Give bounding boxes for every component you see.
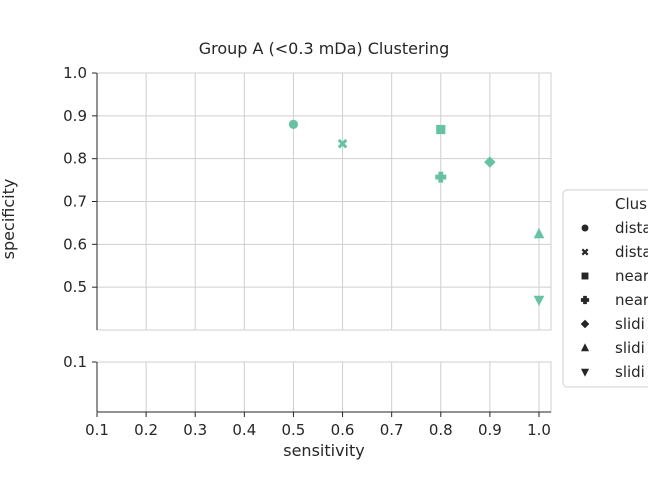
chart-title: Group A (<0.3 mDa) Clustering bbox=[199, 39, 450, 58]
bottom-panel: 0.1 0.2 0.3 0.4 0.5 0.6 0.7 0.8 0.9 1.0 0.1 bbox=[63, 353, 552, 439]
x-tick-label: 0.1 bbox=[85, 421, 109, 439]
legend-marker-square bbox=[581, 272, 589, 280]
y-tick-label: 0.1 bbox=[63, 353, 87, 371]
legend: Clus dista dista near near slidi slidi slidi bbox=[562, 189, 648, 388]
y-tick-label: 0.8 bbox=[63, 150, 87, 168]
legend-marker-shape bbox=[580, 368, 590, 377]
legend-marker-shape bbox=[580, 319, 590, 329]
data-point-x bbox=[337, 138, 348, 149]
y-tick-label: 0.5 bbox=[63, 278, 87, 296]
legend-marker-x bbox=[581, 248, 589, 256]
legend-box bbox=[562, 189, 648, 388]
x-tick-label: 0.8 bbox=[429, 421, 453, 439]
x-tick-label: 0.6 bbox=[331, 421, 355, 439]
bottom-panel-frame bbox=[96, 361, 552, 413]
legend-marker-diamond bbox=[580, 319, 590, 329]
legend-marker-shape bbox=[580, 343, 590, 352]
x-tick-label: 1.0 bbox=[527, 421, 551, 439]
legend-entry-label: slidi bbox=[615, 363, 645, 381]
data-point-triangle-down bbox=[533, 295, 545, 307]
y-tick-label: 0.9 bbox=[63, 107, 87, 125]
data-point-plus bbox=[435, 171, 447, 183]
legend-entry-label: dista bbox=[615, 243, 648, 261]
legend-entry-label: slidi bbox=[615, 315, 645, 333]
legend-entry-label: near bbox=[615, 267, 648, 285]
top-panel: 1.0 0.9 0.8 0.7 0.6 0.5 bbox=[63, 64, 552, 331]
y-tick-label: 1.0 bbox=[63, 64, 87, 82]
legend-marker-triangle-up bbox=[580, 343, 590, 352]
x-tick-label: 0.9 bbox=[478, 421, 502, 439]
y-axis-label: specificity bbox=[0, 179, 18, 260]
x-tick-label: 0.7 bbox=[380, 421, 404, 439]
x-tick-label: 0.3 bbox=[183, 421, 207, 439]
data-point-circle bbox=[288, 119, 299, 130]
legend-marker-plus bbox=[580, 295, 590, 305]
legend-entry-label: near bbox=[615, 291, 648, 309]
x-tick-label: 0.5 bbox=[282, 421, 306, 439]
legend-marker-shape bbox=[581, 248, 589, 256]
data-point-diamond bbox=[484, 156, 496, 168]
x-tick-label: 0.4 bbox=[232, 421, 256, 439]
legend-entry-label: slidi bbox=[615, 339, 645, 357]
legend-entry-label: dista bbox=[615, 219, 648, 237]
y-tick-label: 0.7 bbox=[63, 193, 87, 211]
legend-marker-circle bbox=[581, 224, 589, 232]
legend-title: Clus bbox=[615, 195, 647, 213]
legend-marker-triangle-down bbox=[580, 368, 590, 377]
y-tick-label: 0.6 bbox=[63, 235, 87, 253]
data-points bbox=[288, 119, 545, 307]
data-point-triangle-up bbox=[533, 227, 545, 239]
legend-marker-shape bbox=[581, 224, 589, 232]
x-tick-label: 0.2 bbox=[134, 421, 158, 439]
legend-marker-shape bbox=[581, 272, 589, 280]
legend-marker-shape bbox=[580, 295, 590, 305]
x-axis-label: sensitivity bbox=[283, 441, 364, 460]
data-point-square bbox=[436, 124, 446, 135]
